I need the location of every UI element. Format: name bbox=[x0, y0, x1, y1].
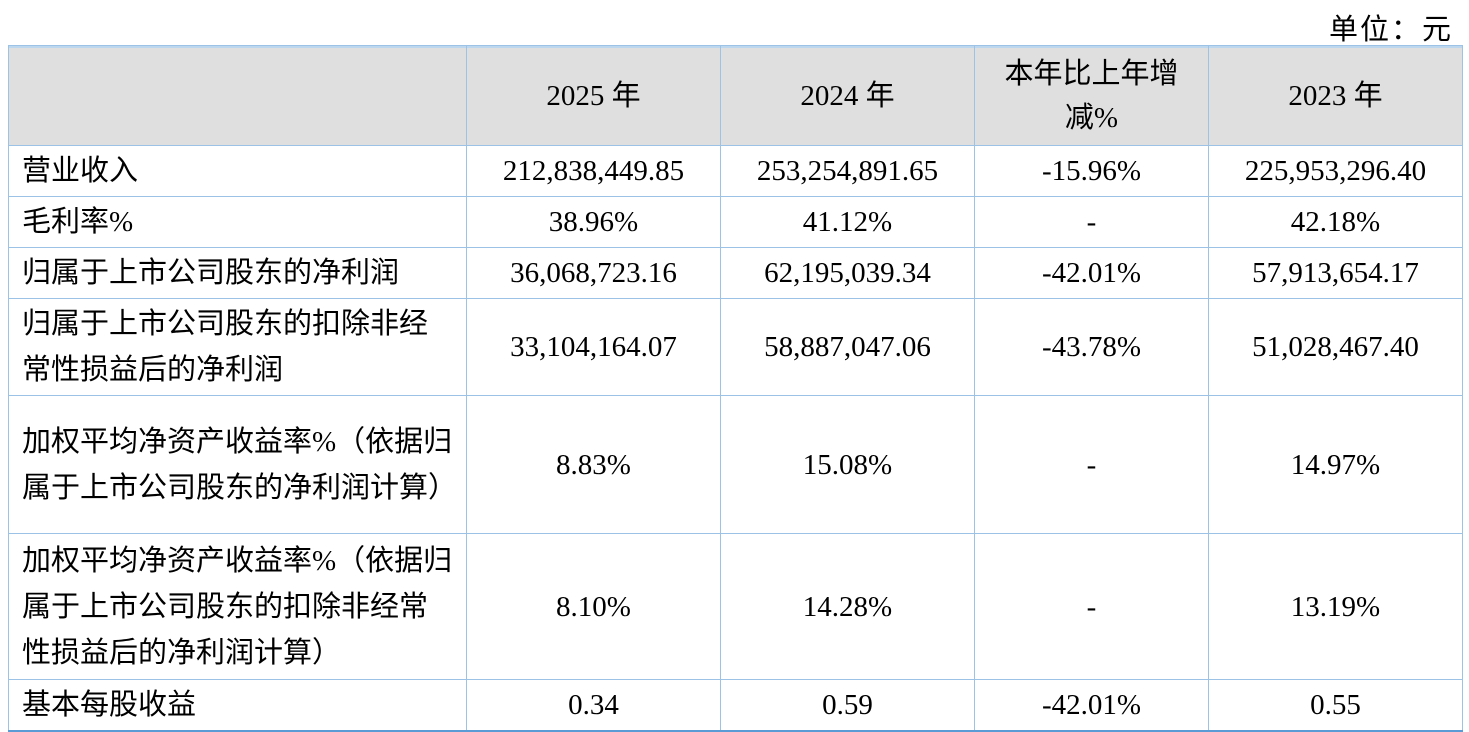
cell-2025: 8.83% bbox=[466, 395, 721, 534]
table-row-weighted-roe: 加权平均净资产收益率%（依据归属于上市公司股东的净利润计算） 8.83% 15.… bbox=[8, 395, 1463, 534]
cell-2023: 42.18% bbox=[1208, 196, 1463, 248]
cell-2023: 51,028,467.40 bbox=[1208, 298, 1463, 396]
table-row-gross-margin: 毛利率% 38.96% 41.12% - 42.18% bbox=[8, 196, 1463, 248]
cell-2025: 36,068,723.16 bbox=[466, 247, 721, 299]
table-row-weighted-roe-deducted: 加权平均净资产收益率%（依据归属于上市公司股东的扣除非经常性损益后的净利润计算）… bbox=[8, 533, 1463, 680]
row-label: 营业收入 bbox=[8, 145, 467, 197]
table-row-net-profit: 归属于上市公司股东的净利润 36,068,723.16 62,195,039.3… bbox=[8, 247, 1463, 299]
row-label: 基本每股收益 bbox=[8, 679, 467, 732]
table-row-basic-eps: 基本每股收益 0.34 0.59 -42.01% 0.55 bbox=[8, 679, 1463, 732]
cell-2023: 13.19% bbox=[1208, 533, 1463, 680]
cell-2025: 8.10% bbox=[466, 533, 721, 680]
cell-2024: 253,254,891.65 bbox=[720, 145, 975, 197]
row-label: 加权平均净资产收益率%（依据归属于上市公司股东的扣除非经常性损益后的净利润计算） bbox=[8, 533, 467, 680]
unit-label: 单位：元 bbox=[1328, 14, 1453, 46]
financial-summary-table: 2025 年 2024 年 本年比上年增减% 2023 年 营业收入 212,8… bbox=[8, 45, 1463, 732]
cell-2024: 62,195,039.34 bbox=[720, 247, 975, 299]
cell-2024: 41.12% bbox=[720, 196, 975, 248]
header-2025: 2025 年 bbox=[466, 45, 721, 146]
header-2024: 2024 年 bbox=[720, 45, 975, 146]
table-row-net-profit-deducted: 归属于上市公司股东的扣除非经常性损益后的净利润 33,104,164.07 58… bbox=[8, 298, 1463, 396]
cell-change: -42.01% bbox=[974, 247, 1209, 299]
row-label: 归属于上市公司股东的净利润 bbox=[8, 247, 467, 299]
cell-2024: 15.08% bbox=[720, 395, 975, 534]
table-header-row: 2025 年 2024 年 本年比上年增减% 2023 年 bbox=[8, 45, 1463, 146]
cell-2023: 0.55 bbox=[1208, 679, 1463, 732]
cell-2024: 58,887,047.06 bbox=[720, 298, 975, 396]
cell-2025: 212,838,449.85 bbox=[466, 145, 721, 197]
table-row-revenue: 营业收入 212,838,449.85 253,254,891.65 -15.9… bbox=[8, 145, 1463, 197]
cell-2024: 0.59 bbox=[720, 679, 975, 732]
cell-2023: 14.97% bbox=[1208, 395, 1463, 534]
row-label: 毛利率% bbox=[8, 196, 467, 248]
cell-2023: 57,913,654.17 bbox=[1208, 247, 1463, 299]
cell-2025: 33,104,164.07 bbox=[466, 298, 721, 396]
header-empty bbox=[8, 45, 467, 146]
cell-change: -43.78% bbox=[974, 298, 1209, 396]
cell-2025: 38.96% bbox=[466, 196, 721, 248]
cell-change: - bbox=[974, 533, 1209, 680]
header-2023: 2023 年 bbox=[1208, 45, 1463, 146]
header-change: 本年比上年增减% bbox=[974, 45, 1209, 146]
cell-2024: 14.28% bbox=[720, 533, 975, 680]
cell-change: -42.01% bbox=[974, 679, 1209, 732]
row-label: 归属于上市公司股东的扣除非经常性损益后的净利润 bbox=[8, 298, 467, 396]
cell-2025: 0.34 bbox=[466, 679, 721, 732]
row-label: 加权平均净资产收益率%（依据归属于上市公司股东的净利润计算） bbox=[8, 395, 467, 534]
cell-2023: 225,953,296.40 bbox=[1208, 145, 1463, 197]
cell-change: -15.96% bbox=[974, 145, 1209, 197]
cell-change: - bbox=[974, 395, 1209, 534]
cell-change: - bbox=[974, 196, 1209, 248]
